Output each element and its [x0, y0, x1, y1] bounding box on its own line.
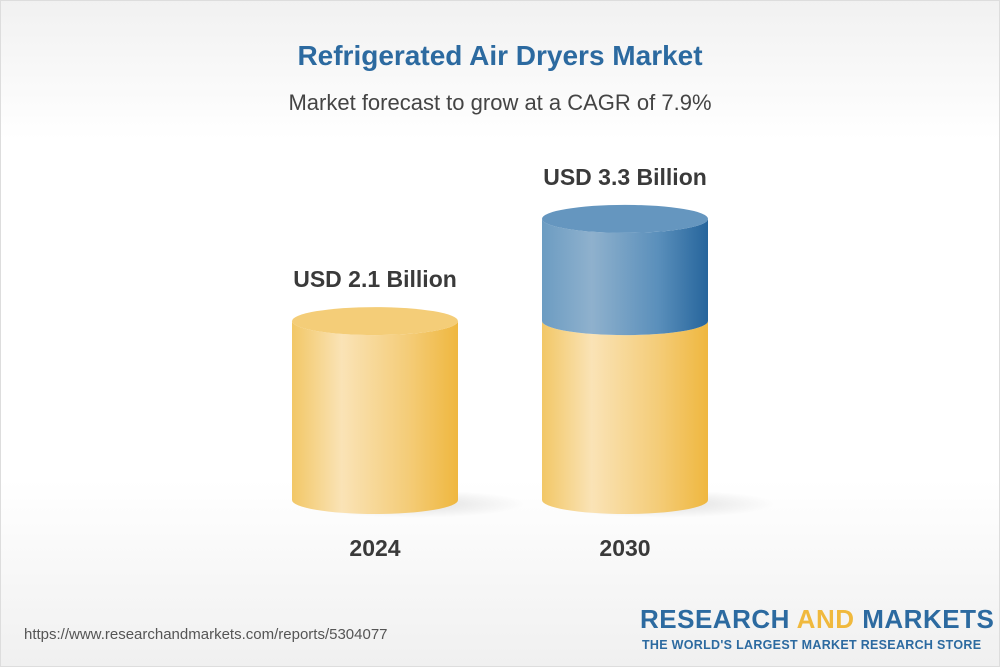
- cylinder-base-2024: [292, 321, 458, 514]
- cylinder-base-2030: [542, 321, 708, 514]
- value-label: USD 2.1 Billion: [293, 266, 457, 292]
- logo: RESEARCH AND MARKETS: [640, 604, 995, 634]
- cylinder-growth-2030: [542, 218, 708, 336]
- source-url[interactable]: https://www.researchandmarkets.com/repor…: [24, 626, 388, 643]
- logo-tagline: THE WORLD'S LARGEST MARKET RESEARCH STOR…: [642, 638, 982, 652]
- cylinder-top-2030: [542, 204, 708, 233]
- chart-subtitle: Market forecast to grow at a CAGR of 7.9…: [288, 90, 712, 115]
- category-label: 2030: [599, 535, 650, 561]
- cylinder-top-2024: [292, 307, 458, 336]
- chart-title: Refrigerated Air Dryers Market: [297, 40, 703, 71]
- category-label: 2024: [349, 535, 400, 561]
- value-label: USD 3.3 Billion: [543, 164, 707, 190]
